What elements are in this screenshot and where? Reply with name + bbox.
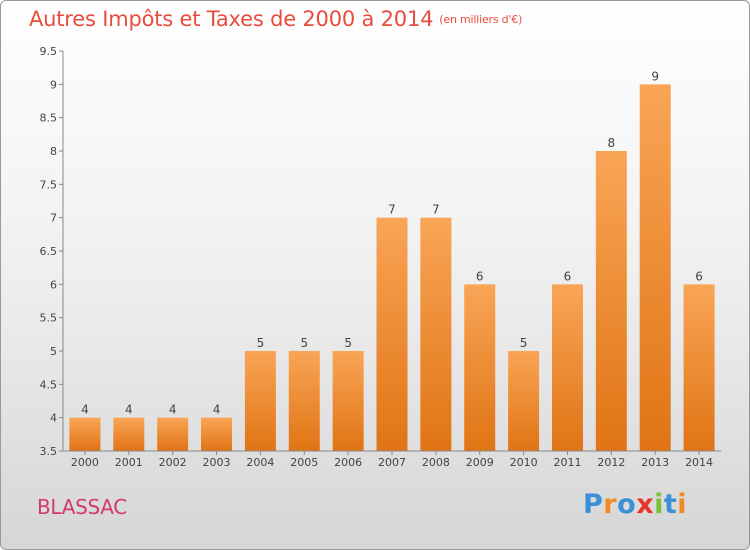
data-label-2005: 5 bbox=[300, 336, 308, 350]
x-tick-label-2000: 2000 bbox=[71, 456, 99, 469]
chart-title-text: Autres Impôts et Taxes de 2000 à 2014 bbox=[29, 7, 434, 31]
y-tick-label: 7 bbox=[50, 212, 57, 225]
y-tick-label: 8.5 bbox=[40, 112, 58, 125]
data-label-2001: 4 bbox=[125, 403, 133, 417]
x-tick-label-2001: 2001 bbox=[115, 456, 143, 469]
chart-unit: (en milliers d'€) bbox=[439, 13, 523, 26]
bar-2009 bbox=[464, 284, 496, 451]
x-tick-label-2009: 2009 bbox=[466, 456, 494, 469]
x-tick-label-2007: 2007 bbox=[378, 456, 406, 469]
data-label-2000: 4 bbox=[81, 403, 89, 417]
x-tick-label-2002: 2002 bbox=[159, 456, 187, 469]
bar-2013 bbox=[639, 84, 671, 451]
y-tick-label: 4 bbox=[50, 412, 57, 425]
x-axis: 2000 2001 2002 2003 2004 2005 2006 2007 2008 2009… bbox=[63, 450, 721, 469]
bar-2000 bbox=[69, 417, 101, 451]
data-label-2014: 6 bbox=[695, 269, 703, 283]
x-tick-label-2012: 2012 bbox=[597, 456, 625, 469]
data-label-2007: 7 bbox=[388, 203, 396, 217]
bar-2008 bbox=[420, 217, 452, 451]
proxiti-logo: Proxiti bbox=[583, 489, 687, 520]
y-tick-label: 8 bbox=[50, 145, 57, 158]
data-label-2004: 5 bbox=[257, 336, 265, 350]
bar-2010 bbox=[508, 351, 540, 451]
y-tick-label: 4.5 bbox=[40, 378, 58, 391]
bar-2004 bbox=[244, 351, 276, 451]
y-tick-label: 9 bbox=[50, 78, 57, 91]
x-tick-label-2008: 2008 bbox=[422, 456, 450, 469]
x-tick-label-2014: 2014 bbox=[685, 456, 713, 469]
data-label-2010: 5 bbox=[520, 336, 528, 350]
commune-name: BLASSAC bbox=[37, 495, 127, 519]
y-tick-label: 7.5 bbox=[40, 178, 58, 191]
bars: 4 4 4 4 5 5 5 7 7 6 5 6 8 9 6 bbox=[69, 69, 715, 451]
chart-title: Autres Impôts et Taxes de 2000 à 2014 (en… bbox=[29, 7, 522, 31]
bar-2011 bbox=[551, 284, 583, 451]
y-tick-label: 6.5 bbox=[40, 245, 58, 258]
bar-2002 bbox=[157, 417, 189, 451]
data-label-2002: 4 bbox=[169, 403, 177, 417]
y-tick-label: 6 bbox=[50, 278, 57, 291]
logo-letter: P bbox=[583, 489, 604, 520]
data-label-2013: 9 bbox=[651, 69, 659, 83]
x-tick-label-2004: 2004 bbox=[246, 456, 274, 469]
logo-letter: x bbox=[636, 489, 655, 520]
data-label-2009: 6 bbox=[476, 269, 484, 283]
bar-2012 bbox=[595, 151, 627, 451]
bar-2003 bbox=[201, 417, 233, 451]
y-tick-label: 9.5 bbox=[40, 45, 58, 58]
bar-2006 bbox=[332, 351, 364, 451]
data-label-2012: 8 bbox=[608, 136, 616, 150]
logo-letter: r bbox=[603, 489, 618, 520]
y-tick-label: 3.5 bbox=[40, 445, 58, 458]
logo-letter: o bbox=[617, 489, 637, 520]
data-label-2006: 5 bbox=[344, 336, 352, 350]
data-label-2003: 4 bbox=[213, 403, 221, 417]
data-label-2008: 7 bbox=[432, 203, 440, 217]
data-label-2011: 6 bbox=[564, 269, 572, 283]
x-tick-label-2006: 2006 bbox=[334, 456, 362, 469]
bar-2005 bbox=[288, 351, 320, 451]
x-tick-label-2010: 2010 bbox=[510, 456, 538, 469]
bar-2014 bbox=[683, 284, 715, 451]
y-tick-label: 5.5 bbox=[40, 312, 58, 325]
y-axis: 3.5 4 4.5 5 5.5 6 6.5 7 7.5 8 8.5 9 9.5 bbox=[40, 45, 64, 458]
x-tick-label-2003: 2003 bbox=[203, 456, 231, 469]
logo-letter: i bbox=[654, 489, 664, 520]
bar-2007 bbox=[376, 217, 408, 451]
y-tick-label: 5 bbox=[50, 345, 57, 358]
logo-letter: t bbox=[663, 489, 678, 520]
bar-2001 bbox=[113, 417, 145, 451]
x-tick-label-2013: 2013 bbox=[641, 456, 669, 469]
x-tick-label-2005: 2005 bbox=[290, 456, 318, 469]
x-tick-label-2011: 2011 bbox=[553, 456, 581, 469]
logo-letter: i bbox=[677, 489, 688, 520]
